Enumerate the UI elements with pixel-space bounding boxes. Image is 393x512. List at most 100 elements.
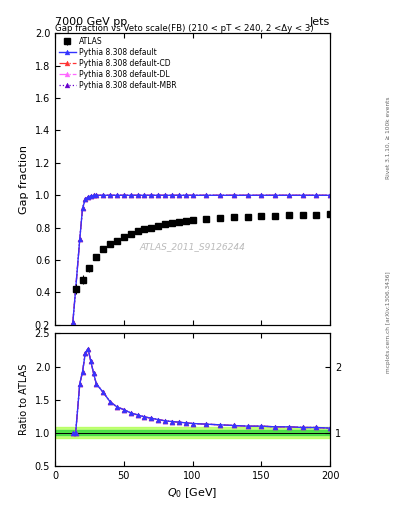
Pythia 8.308 default [115, 192, 119, 198]
Text: Rivet 3.1.10, ≥ 100k events: Rivet 3.1.10, ≥ 100k events [386, 97, 391, 180]
Pythia 8.308 default-DL [190, 192, 195, 198]
Pythia 8.308 default [149, 192, 154, 198]
Pythia 8.308 default-CD [83, 196, 88, 202]
Pythia 8.308 default-MBR [218, 192, 222, 198]
Pythia 8.308 default-DL [94, 192, 99, 198]
Text: mcplots.cern.ch [arXiv:1306.3436]: mcplots.cern.ch [arXiv:1306.3436] [386, 272, 391, 373]
Pythia 8.308 default-DL [259, 192, 264, 198]
Pythia 8.308 default [142, 192, 147, 198]
Pythia 8.308 default [314, 192, 319, 198]
Pythia 8.308 default-DL [156, 192, 161, 198]
Line: Pythia 8.308 default-DL: Pythia 8.308 default-DL [70, 193, 332, 324]
Pythia 8.308 default-CD [176, 192, 181, 198]
Pythia 8.308 default-MBR [101, 192, 106, 198]
Bar [55, 430, 330, 435]
Pythia 8.308 default-CD [300, 192, 305, 198]
Pythia 8.308 default-DL [163, 192, 167, 198]
Pythia 8.308 default-MBR [115, 192, 119, 198]
Pythia 8.308 default-DL [115, 192, 119, 198]
Pythia 8.308 default-MBR [91, 193, 96, 199]
Pythia 8.308 default-MBR [83, 196, 88, 202]
Pythia 8.308 default-MBR [71, 318, 75, 325]
Y-axis label: Ratio to ATLAS: Ratio to ATLAS [19, 364, 29, 435]
Pythia 8.308 default [286, 192, 291, 198]
Pythia 8.308 default [245, 192, 250, 198]
Pythia 8.308 default-CD [80, 205, 85, 211]
Pythia 8.308 default-MBR [190, 192, 195, 198]
Pythia 8.308 default [88, 193, 93, 199]
Pythia 8.308 default-MBR [73, 286, 78, 292]
Pythia 8.308 default-DL [286, 192, 291, 198]
Pythia 8.308 default [86, 194, 90, 200]
X-axis label: $Q_0$ [GeV]: $Q_0$ [GeV] [167, 486, 218, 500]
Pythia 8.308 default-MBR [176, 192, 181, 198]
Pythia 8.308 default [83, 196, 88, 202]
Pythia 8.308 default [170, 192, 174, 198]
Pythia 8.308 default-CD [170, 192, 174, 198]
Pythia 8.308 default-DL [91, 193, 96, 199]
Pythia 8.308 default-DL [300, 192, 305, 198]
Pythia 8.308 default-CD [184, 192, 188, 198]
Pythia 8.308 default-DL [101, 192, 106, 198]
Pythia 8.308 default-CD [273, 192, 277, 198]
Pythia 8.308 default-CD [108, 192, 112, 198]
Pythia 8.308 default-DL [245, 192, 250, 198]
Pythia 8.308 default-MBR [149, 192, 154, 198]
Pythia 8.308 default-CD [328, 192, 332, 198]
Pythia 8.308 default-MBR [245, 192, 250, 198]
Pythia 8.308 default-MBR [259, 192, 264, 198]
Pythia 8.308 default [300, 192, 305, 198]
Pythia 8.308 default-MBR [135, 192, 140, 198]
Pythia 8.308 default-CD [163, 192, 167, 198]
Pythia 8.308 default-CD [115, 192, 119, 198]
Pythia 8.308 default-MBR [94, 192, 99, 198]
Pythia 8.308 default [91, 193, 96, 199]
Pythia 8.308 default-CD [135, 192, 140, 198]
Pythia 8.308 default-MBR [300, 192, 305, 198]
Pythia 8.308 default-CD [259, 192, 264, 198]
Pythia 8.308 default [71, 318, 75, 325]
Pythia 8.308 default-CD [71, 318, 75, 325]
Pythia 8.308 default-CD [286, 192, 291, 198]
Pythia 8.308 default-DL [218, 192, 222, 198]
Pythia 8.308 default [108, 192, 112, 198]
Pythia 8.308 default-MBR [86, 194, 90, 200]
Pythia 8.308 default-MBR [129, 192, 133, 198]
Pythia 8.308 default-CD [149, 192, 154, 198]
Pythia 8.308 default-CD [314, 192, 319, 198]
Pythia 8.308 default-DL [135, 192, 140, 198]
Pythia 8.308 default-DL [149, 192, 154, 198]
Pythia 8.308 default-DL [142, 192, 147, 198]
Pythia 8.308 default-CD [245, 192, 250, 198]
Pythia 8.308 default [259, 192, 264, 198]
Bar [55, 428, 330, 438]
Pythia 8.308 default [156, 192, 161, 198]
Pythia 8.308 default-DL [80, 205, 85, 211]
Pythia 8.308 default-MBR [156, 192, 161, 198]
Text: Jets: Jets [310, 16, 330, 27]
Legend: ATLAS, Pythia 8.308 default, Pythia 8.308 default-CD, Pythia 8.308 default-DL, P: ATLAS, Pythia 8.308 default, Pythia 8.30… [57, 35, 178, 91]
Pythia 8.308 default [231, 192, 236, 198]
Pythia 8.308 default-DL [86, 194, 90, 200]
Pythia 8.308 default-MBR [231, 192, 236, 198]
Pythia 8.308 default-DL [204, 192, 209, 198]
Y-axis label: Gap fraction: Gap fraction [19, 144, 29, 214]
Pythia 8.308 default-CD [156, 192, 161, 198]
Pythia 8.308 default [273, 192, 277, 198]
Pythia 8.308 default [135, 192, 140, 198]
Pythia 8.308 default [184, 192, 188, 198]
Pythia 8.308 default-MBR [273, 192, 277, 198]
Pythia 8.308 default-CD [190, 192, 195, 198]
Pythia 8.308 default-CD [218, 192, 222, 198]
Pythia 8.308 default [163, 192, 167, 198]
Text: 7000 GeV pp: 7000 GeV pp [55, 16, 127, 27]
Pythia 8.308 default-DL [71, 318, 75, 325]
Pythia 8.308 default-MBR [163, 192, 167, 198]
Pythia 8.308 default [73, 286, 78, 292]
Pythia 8.308 default [101, 192, 106, 198]
Pythia 8.308 default-DL [176, 192, 181, 198]
Pythia 8.308 default-CD [231, 192, 236, 198]
Pythia 8.308 default-DL [88, 193, 93, 199]
Pythia 8.308 default-MBR [314, 192, 319, 198]
Pythia 8.308 default-CD [88, 193, 93, 199]
